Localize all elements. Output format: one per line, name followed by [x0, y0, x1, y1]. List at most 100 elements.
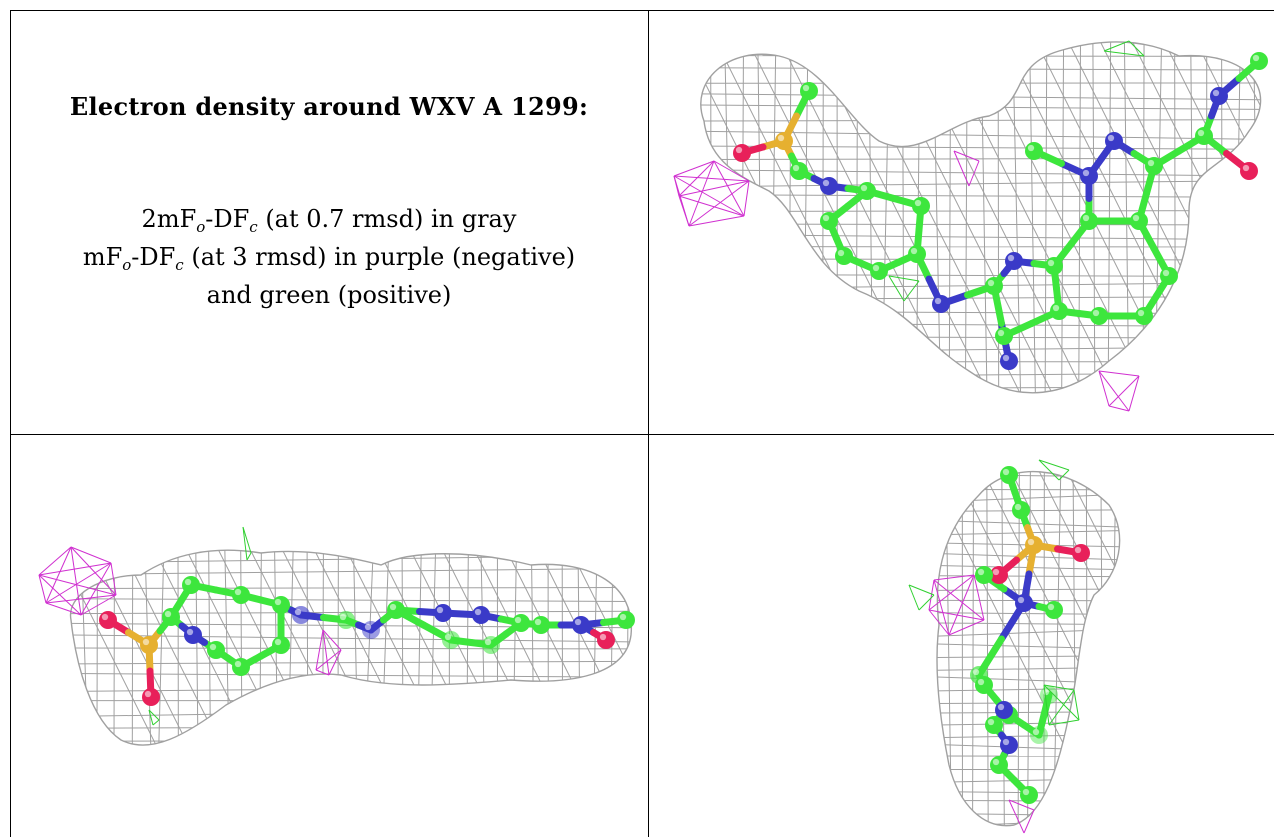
table-border-top [10, 10, 1274, 11]
atom [908, 245, 926, 263]
difference-mesh-line [38, 574, 117, 596]
mesh-line-horizontal [700, 223, 1261, 226]
difference-mesh-line [38, 574, 82, 616]
atom-highlight [837, 249, 845, 257]
atom [1005, 252, 1023, 270]
difference-mesh-line [933, 579, 985, 621]
atom [1000, 466, 1018, 484]
mesh-line-vertical [1072, 471, 1077, 826]
mesh-line-vertical [65, 535, 69, 765]
difference-mesh-line [918, 594, 935, 611]
mesh-line-horizontal [700, 130, 1261, 141]
atom-highlight [1137, 309, 1145, 317]
mesh-line-horizontal [937, 643, 1120, 651]
mesh-line-horizontal [937, 575, 1120, 578]
mesh-line-horizontal [70, 610, 632, 615]
difference-mesh-line [928, 609, 985, 621]
table-divider-vertical [648, 10, 649, 837]
mesh-line-vertical [788, 41, 792, 393]
atom [617, 611, 635, 629]
mesh-line-horizontal [937, 720, 1120, 726]
atom [858, 182, 876, 200]
atom [482, 636, 500, 654]
atom-highlight [934, 297, 942, 305]
difference-mesh-line [743, 180, 750, 217]
difference-mesh-line [1108, 405, 1130, 412]
atom [733, 144, 751, 162]
atom-highlight [234, 660, 242, 668]
atom [800, 82, 818, 100]
difference-mesh-line [713, 160, 750, 182]
atom-highlight [1082, 214, 1090, 222]
difference-mesh-line [948, 619, 985, 636]
atom-highlight [1147, 159, 1155, 167]
mesh-line-horizontal [937, 588, 1120, 592]
atom [1030, 726, 1048, 744]
density-panel-top-right [649, 11, 1274, 434]
atom [572, 616, 590, 634]
difference-mesh-line [888, 275, 905, 302]
mesh-line-horizontal [700, 310, 1261, 315]
atom [140, 636, 158, 654]
atom [442, 631, 460, 649]
atom-highlight [339, 613, 347, 621]
mesh-outline [69, 549, 632, 746]
mesh-line-vertical [918, 455, 923, 835]
atom [99, 611, 117, 629]
difference-mesh-line [148, 709, 160, 721]
mesh-line-horizontal [700, 179, 1261, 188]
mesh-line-horizontal [700, 258, 1261, 261]
mesh-line-horizontal [937, 654, 1120, 659]
mesh-line-vertical [1044, 41, 1048, 393]
positive-density-5 [1043, 684, 1080, 726]
atom-highlight [1162, 269, 1170, 277]
mesh-line-diagonal [70, 550, 167, 746]
mesh-line-horizontal [679, 31, 1274, 33]
atom [1135, 307, 1153, 325]
atom [1045, 257, 1063, 275]
mesh-line-horizontal [700, 194, 1261, 198]
density-panel-bottom-right [649, 435, 1274, 837]
mesh-line-horizontal [937, 675, 1120, 685]
difference-mesh-line [1038, 459, 1070, 471]
mesh-line-vertical [322, 550, 324, 746]
mesh-line-horizontal [70, 567, 632, 576]
atom-highlight [910, 247, 918, 255]
mesh-line-horizontal [919, 454, 1149, 460]
atom-highlight [1047, 259, 1055, 267]
mesh-line-diagonal [974, 471, 1120, 826]
mesh-line-horizontal [919, 465, 1149, 467]
mesh-line-horizontal [937, 666, 1120, 672]
mesh-line-horizontal [700, 233, 1261, 241]
figure-table: Electron density around WXV A 1299: 2mFo… [10, 10, 1274, 837]
mesh-line-horizontal [70, 598, 632, 603]
atom [1240, 162, 1258, 180]
atom [1145, 157, 1163, 175]
atom-highlight [1252, 54, 1260, 62]
difference-mesh-line [688, 160, 715, 227]
mesh-line-vertical [626, 550, 629, 746]
difference-mesh-line [928, 574, 975, 611]
atom [1072, 544, 1090, 562]
atom-highlight [1007, 254, 1015, 262]
difference-mesh-line [70, 546, 82, 616]
difference-mesh-line [322, 629, 342, 651]
atom [162, 608, 180, 626]
difference-mesh-line [928, 609, 950, 636]
difference-mesh-line [928, 579, 935, 611]
difference-mesh-line [315, 629, 324, 671]
atom [292, 606, 310, 624]
difference-mesh-line [80, 594, 117, 616]
difference-mesh-line [888, 275, 920, 282]
atom-highlight [987, 718, 995, 726]
atom-highlight [1107, 134, 1115, 142]
atom [362, 621, 380, 639]
mesh-line-horizontal [937, 817, 1120, 826]
atom [820, 177, 838, 195]
mesh-line-horizontal [937, 686, 1120, 692]
atom-highlight [599, 633, 607, 641]
atom-highlight [977, 678, 985, 686]
table-divider-horizontal [10, 434, 1274, 435]
mesh-line-horizontal [70, 739, 632, 742]
mesh-line-vertical [723, 41, 734, 393]
